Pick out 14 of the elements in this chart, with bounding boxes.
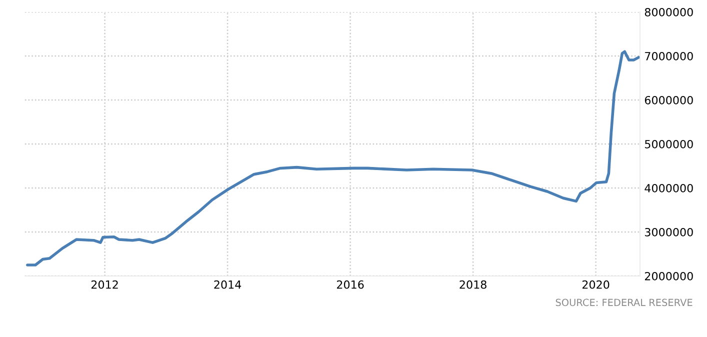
x-tick-label: 2014 (214, 280, 242, 289)
y-tick-label: 4000000 (644, 184, 693, 192)
x-tick-label: 2020 (582, 280, 610, 289)
x-tick-label: 2016 (336, 280, 364, 289)
x-tick-label: 2012 (91, 280, 118, 289)
y-tick-label: 7000000 (645, 52, 693, 60)
line-series (26, 50, 640, 266)
y-tick-label: 6000000 (644, 96, 693, 104)
y-tick-label: 3000000 (645, 228, 693, 236)
source-note: SOURCE: FEDERAL RESERVE (556, 298, 692, 306)
y-tick-label: 8000000 (644, 8, 693, 16)
y-tick-label: 5000000 (645, 140, 693, 148)
y-tick-label: 2000000 (644, 272, 693, 280)
x-tick-label: 2018 (460, 280, 486, 289)
